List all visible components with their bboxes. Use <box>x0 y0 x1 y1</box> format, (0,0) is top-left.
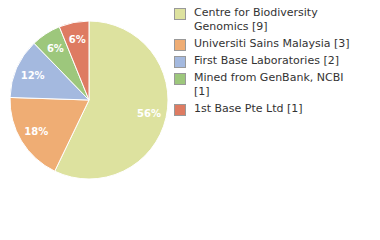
html-text:First Base Laboratories [2]: First Base Laboratories [2] <box>194 54 339 67</box>
svg-text:6%: 6% <box>69 34 86 45</box>
html-text:Centre for Biodiversity Genomi: Centre for Biodiversity Genomics [9] <box>194 6 318 33</box>
svg-text:56%: 56% <box>137 108 161 119</box>
svg-text:6%: 6% <box>47 43 64 54</box>
html-text:Mined from GenBank, NCBI [1]: Mined from GenBank, NCBI [1] <box>194 71 344 98</box>
html-text:Universiti Sains Malaysia [3]: Universiti Sains Malaysia [3] <box>194 37 350 50</box>
html-text:1st Base Pte Ltd [1]: 1st Base Pte Ltd [1] <box>194 102 303 115</box>
svg-text:12%: 12% <box>21 70 45 81</box>
svg-text:18%: 18% <box>24 126 48 137</box>
